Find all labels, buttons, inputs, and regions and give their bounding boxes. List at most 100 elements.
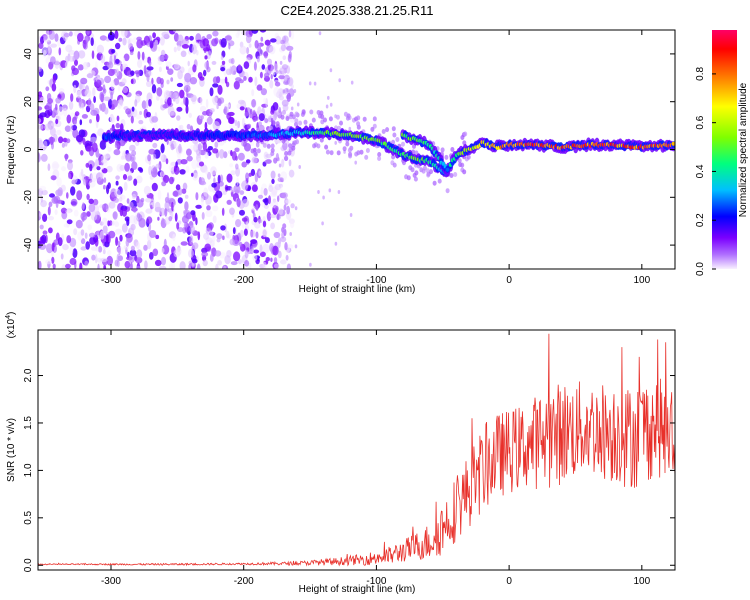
spectrogram-noise-speck [115,122,121,129]
spectrogram-noise-speck [281,99,289,107]
spectrogram-noise-speck [160,143,165,154]
spectrogram-noise-speck [70,93,74,102]
spectrogram-track-scatter [339,120,343,126]
spectrogram-noise-speck [38,42,44,49]
spectrogram-noise-speck [179,89,185,99]
spectrogram-noise-speck [125,152,132,162]
spectrogram-noise-speck [82,61,89,70]
spectrogram-noise-speck [298,165,302,169]
spectrogram-noise-speck [80,150,84,156]
spectrogram-noise-speck [155,234,160,240]
spectrogram-noise-speck [82,137,86,145]
spectrogram-noise-speck [248,172,252,177]
spectrogram-track-scatter [318,113,322,119]
spectrogram-noise-speck [266,211,272,222]
spectrogram-noise-speck [212,76,219,84]
spectrogram-noise-speck [229,66,232,76]
spectrogram-noise-speck [51,242,55,252]
spectrogram-noise-speck [81,202,85,210]
spectrogram-noise-speck [237,30,241,36]
spectrogram-noise-speck [234,119,238,127]
snr-x-axis: -300 -200 -100 0 100 [101,330,651,587]
spectrogram-noise-speck [40,153,48,162]
spectrogram-track-scatter [335,114,340,120]
spectrogram-noise-speck [213,177,216,185]
spectrogram-noise-speck [321,221,324,226]
spectrogram-noise-speck [176,106,183,112]
spectrogram-noise-speck [120,155,125,160]
spectrogram-noise-speck [123,181,128,191]
spectrogram-noise-speck [109,220,113,226]
spectrogram-noise-speck [186,123,191,130]
spectrogram-noise-speck [118,37,123,42]
spectrogram-track-scatter [294,118,299,124]
spectrogram-noise-speck [235,219,242,228]
spectrogram-noise-speck [160,170,165,177]
spectrogram-noise-speck [201,212,205,220]
colorbar-label: Normalized spectral amplitude [738,82,749,217]
spectrogram-noise-speck [240,229,244,238]
spectrogram-track-scatter [413,176,418,182]
spectrogram-noise-speck [101,203,109,210]
spectrogram-noise-speck [350,80,354,85]
spectrogram-noise-speck [251,89,255,97]
spectrogram-noise-speck [38,243,47,250]
spectrogram-noise-speck [102,84,106,92]
spectrogram-noise-speck [69,237,77,248]
spectrogram-noise-speck [144,260,148,269]
spectrogram-noise-speck [100,154,108,164]
spectrogram-noise-speck [281,64,289,70]
spectrogram-noise-speck [181,188,187,194]
spectrogram-noise-speck [273,263,280,269]
spectrogram-track-scatter [256,148,261,154]
spectrogram-noise-speck [63,32,70,38]
spectrogram-noise-speck [129,51,134,56]
spectrogram-noise-speck [121,223,128,233]
spectrogram-noise-speck [191,172,194,177]
spectrogram-noise-layer [38,30,358,269]
spectrogram-noise-speck [45,57,51,64]
spectrogram-noise-speck [251,184,258,192]
spectrogram-signal-layer [101,109,675,194]
spectrogram-noise-speck [117,240,121,247]
spectrogram-track-scatter [440,147,445,153]
spectrogram-noise-speck [64,153,68,162]
spectrogram-track-scatter [316,143,321,149]
spectrogram-noise-speck [195,204,203,209]
spectrogram-noise-speck [206,34,212,40]
spectrogram-noise-speck [56,129,62,136]
spectrogram-noise-speck [107,147,112,152]
spectrogram-noise-speck [131,193,137,200]
spectrogram-noise-speck [113,220,119,226]
spectrogram-noise-speck [97,263,100,269]
spectrogram-noise-speck [176,82,183,88]
spectrogram-noise-speck [63,223,70,228]
spectrogram-noise-speck [202,259,208,267]
spectrogram-noise-speck [281,192,288,199]
spectrogram-noise-speck [133,215,138,225]
spectrogram-noise-speck [271,178,275,184]
spectrogram-noise-speck [103,96,111,102]
spectrogram-noise-speck [61,142,65,148]
spectrogram-noise-speck [119,234,123,242]
spectrogram-noise-speck [40,36,45,45]
spectrogram-noise-speck [205,210,213,218]
spectrogram-noise-speck [243,76,247,81]
spectrogram-noise-speck [175,95,180,105]
spectrogram-noise-speck [154,201,161,212]
spectrogram-noise-speck [159,78,164,85]
spectrogram-noise-speck [126,198,130,204]
spectrogram-track-scatter [268,125,273,131]
spectrogram-noise-speck [229,207,235,215]
spectrogram-noise-speck [148,60,152,67]
spectrogram-noise-speck [88,232,96,238]
spectrogram-noise-speck [237,120,241,129]
spectrogram-noise-speck [141,51,145,61]
spectrogram-noise-speck [279,95,284,101]
spectrogram-track-scatter [250,148,255,154]
spectrogram-noise-speck [283,204,287,211]
spectrogram-noise-speck [158,66,162,73]
spectrogram-noise-speck [254,40,259,49]
spectrogram-noise-speck [73,84,77,94]
spectrogram-track-scatter [395,137,400,142]
